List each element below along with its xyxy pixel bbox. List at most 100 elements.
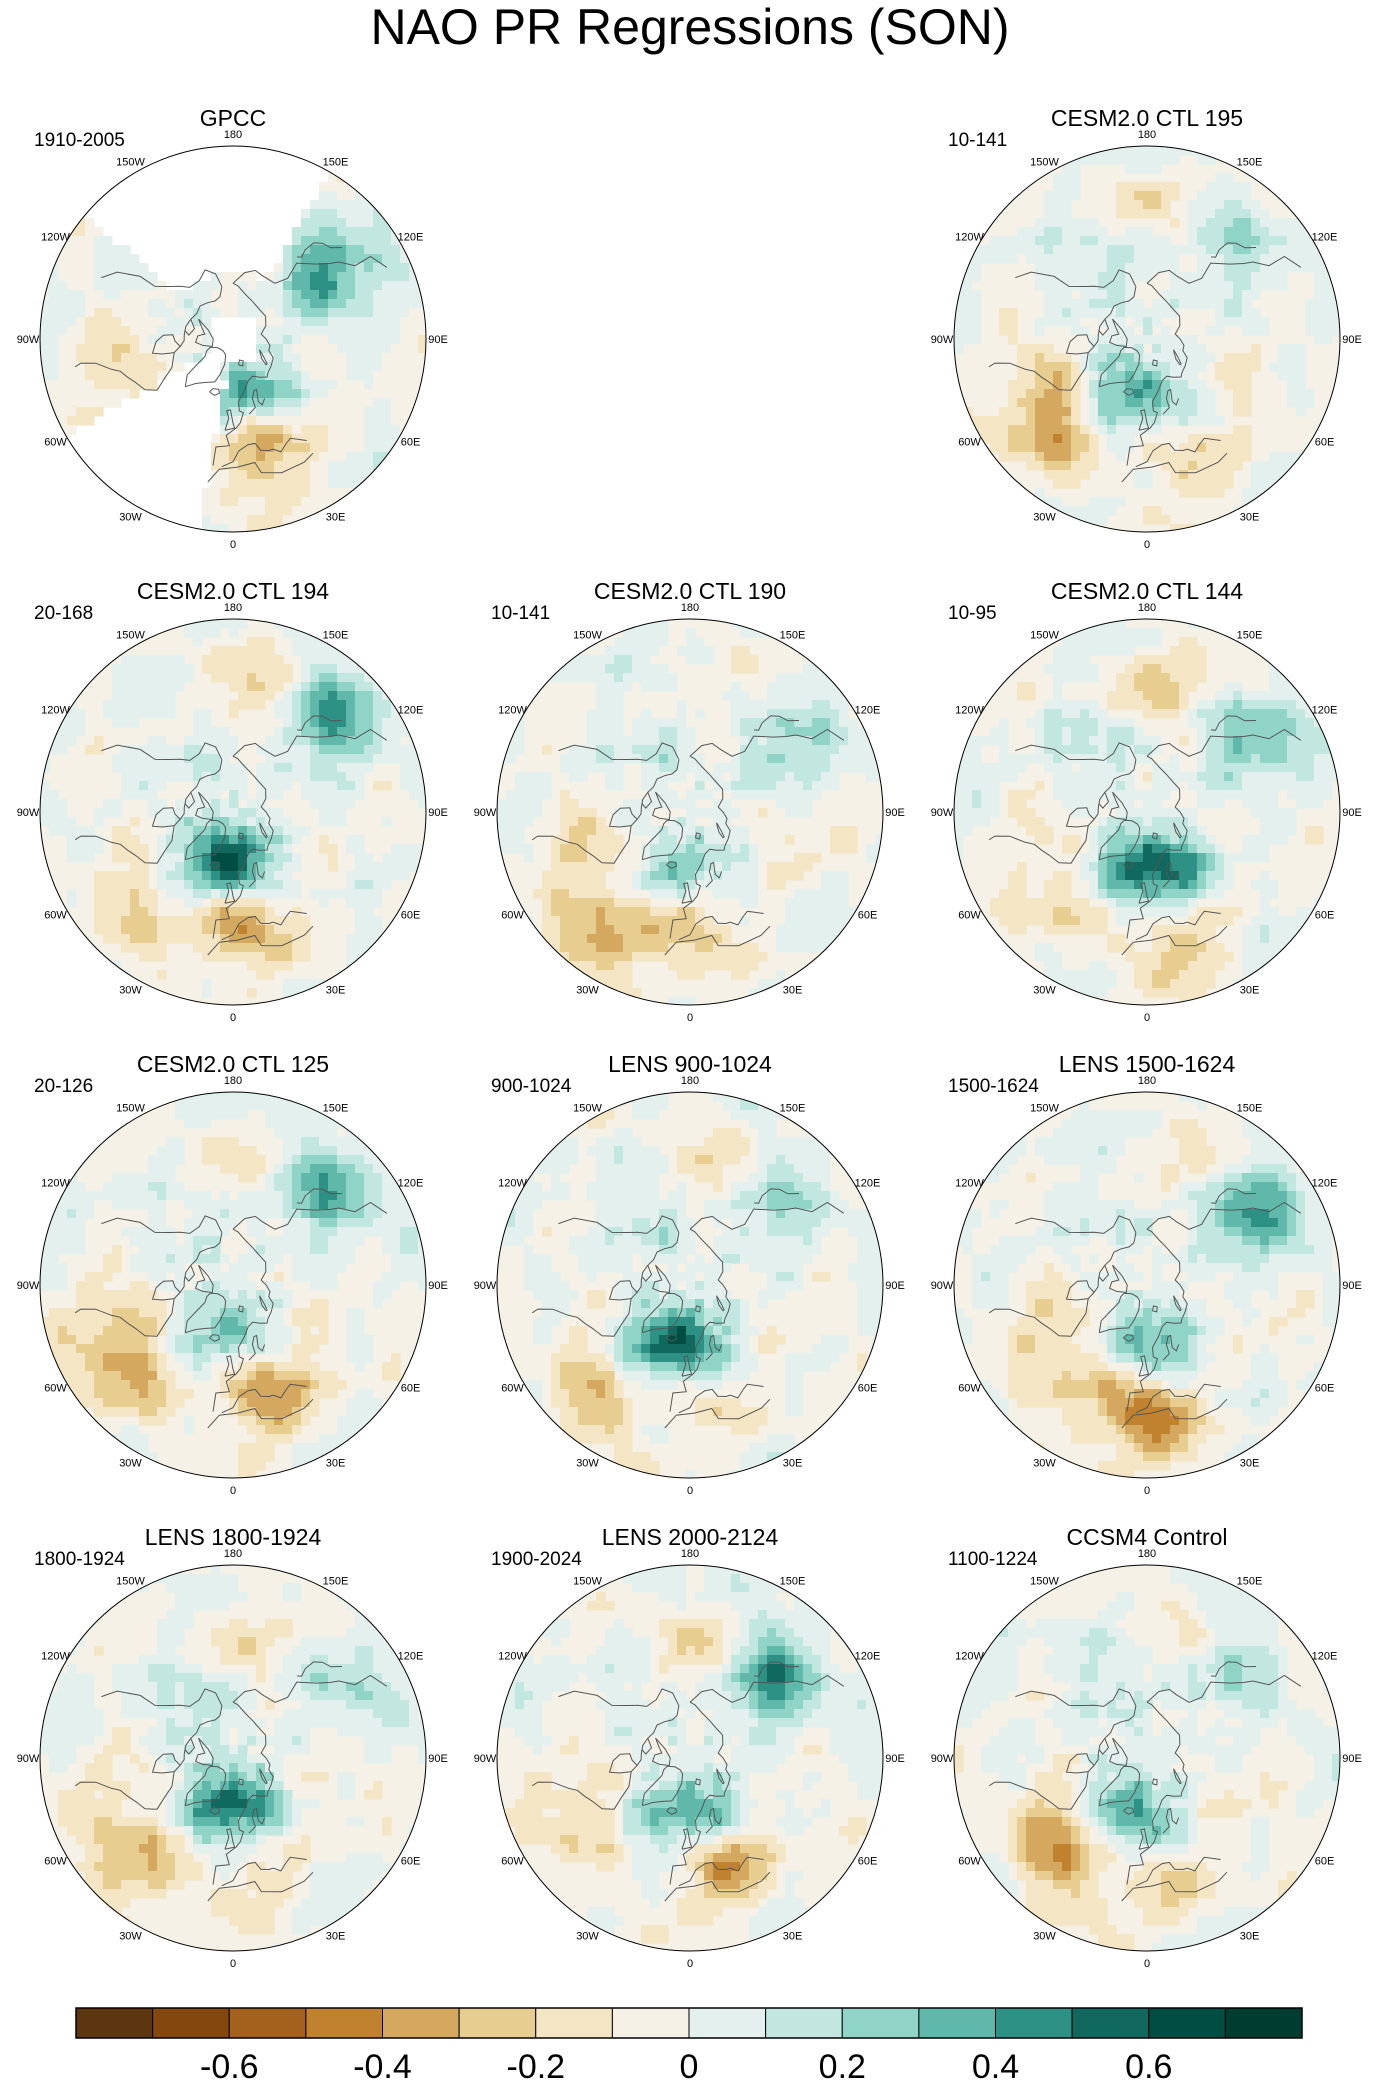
contour-cell (1233, 218, 1243, 228)
contour-cell (391, 254, 401, 264)
contour-cell (355, 209, 365, 219)
contour-cell (1323, 281, 1333, 291)
contour-cell (731, 970, 741, 980)
contour-cell (211, 655, 221, 665)
contour-cell (1026, 353, 1036, 363)
contour-cell (157, 808, 167, 818)
contour-cell (641, 934, 651, 944)
contour-cell (229, 853, 239, 863)
contour-cell (355, 452, 365, 462)
contour-cell (1080, 727, 1090, 737)
contour-cell (67, 835, 77, 845)
contour-cell (130, 916, 140, 926)
contour-cell (954, 308, 964, 318)
contour-cell (1233, 790, 1243, 800)
contour-cell (166, 335, 176, 345)
contour-cell (659, 763, 669, 773)
contour-cell (1080, 434, 1090, 444)
contour-cell (94, 254, 104, 264)
contour-cell (641, 655, 651, 665)
contour-cell (301, 371, 311, 381)
contour-cell (1314, 290, 1324, 300)
contour-cell (1089, 844, 1099, 854)
contour-cell (112, 263, 122, 273)
contour-cell (1071, 236, 1081, 246)
contour-cell (954, 272, 964, 282)
contour-cell (954, 745, 964, 755)
contour-cell (103, 344, 113, 354)
contour-cell (211, 434, 221, 444)
contour-cell (632, 628, 642, 638)
contour-cell (67, 898, 77, 908)
contour-cell (677, 907, 687, 917)
contour-cell (1044, 835, 1054, 845)
contour-cell (148, 335, 158, 345)
contour-cell (337, 745, 347, 755)
contour-cell (1206, 443, 1216, 453)
contour-cell (139, 907, 149, 917)
contour-cell (1233, 452, 1243, 462)
contour-cell (1206, 835, 1216, 845)
contour-cell (364, 907, 374, 917)
contour-cell (112, 254, 122, 264)
contour-cell (1035, 709, 1045, 719)
contour-cell (1035, 781, 1045, 791)
contour-cell (1071, 362, 1081, 372)
contour-cell (202, 988, 212, 998)
contour-cell (175, 772, 185, 782)
contour-cell (1260, 272, 1270, 282)
contour-cell (121, 718, 131, 728)
contour-cell (1206, 245, 1216, 255)
contour-cell (1152, 245, 1162, 255)
contour-cell (1305, 745, 1315, 755)
contour-cell (1080, 907, 1090, 917)
contour-cell (229, 808, 239, 818)
contour-cell (686, 916, 696, 926)
contour-cell (346, 844, 356, 854)
contour-cell (1206, 290, 1216, 300)
contour-cell (1062, 763, 1072, 773)
contour-cell (641, 925, 651, 935)
contour-cell (346, 709, 356, 719)
contour-cell (1080, 353, 1090, 363)
contour-cell (1179, 362, 1189, 372)
contour-cell (1206, 209, 1216, 219)
contour-cell (1008, 407, 1018, 417)
contour-cell (265, 952, 275, 962)
contour-cell (1188, 290, 1198, 300)
contour-cell (1215, 173, 1225, 183)
contour-cell (812, 763, 822, 773)
contour-cell (1314, 835, 1324, 845)
contour-cell (614, 817, 624, 827)
contour-cell (139, 871, 149, 881)
contour-cell (1143, 164, 1153, 174)
contour-cell (130, 389, 140, 399)
contour-cell (283, 425, 293, 435)
contour-cell (202, 916, 212, 926)
contour-cell (839, 934, 849, 944)
contour-cell (533, 772, 543, 782)
contour-cell (202, 515, 212, 525)
contour-cell (776, 772, 786, 782)
contour-cell (704, 655, 714, 665)
contour-cell (274, 700, 284, 710)
contour-cell (1053, 380, 1063, 390)
contour-cell (1188, 461, 1198, 471)
contour-cell (238, 272, 248, 282)
contour-cell (346, 353, 356, 363)
contour-cell (578, 763, 588, 773)
contour-cell (1233, 425, 1243, 435)
contour-cell (1089, 335, 1099, 345)
contour-cell (409, 272, 419, 282)
contour-cell (506, 898, 516, 908)
contour-cell (1278, 781, 1288, 791)
contour-cell (247, 637, 257, 647)
contour-cell (1179, 380, 1189, 390)
contour-cell (139, 790, 149, 800)
contour-cell (614, 682, 624, 692)
contour-cell (1188, 398, 1198, 408)
contour-cell (1071, 470, 1081, 480)
contour-cell (274, 416, 284, 426)
contour-cell (1242, 700, 1252, 710)
contour-cell (265, 817, 275, 827)
